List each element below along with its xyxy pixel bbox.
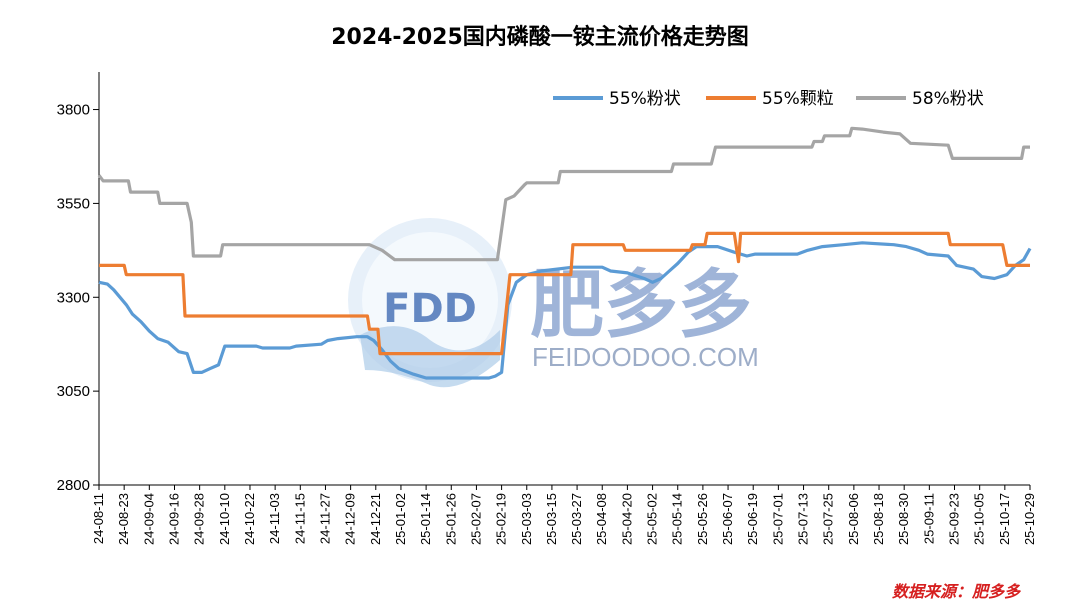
x-tick-label: 25-05-26 — [695, 493, 710, 545]
x-tick-label: 25-04-20 — [619, 493, 634, 545]
x-tick-label: 24-09-04 — [141, 493, 156, 545]
series-line-1 — [98, 241, 1032, 380]
watermark-logo-wave — [360, 326, 500, 388]
y-tick-label: 2800 — [57, 477, 90, 494]
x-tick-label: 25-07-01 — [770, 493, 785, 545]
watermark-url: FEIDOODOO.COM — [532, 342, 759, 372]
legend: 55%粉状 55%颗粒 58%粉状 — [553, 89, 984, 109]
x-tick-label: 24-08-11 — [91, 493, 106, 544]
x-tick-label: 24-10-22 — [242, 493, 257, 545]
x-tick-label: 25-10-29 — [1022, 493, 1037, 545]
x-tick-label: 25-02-19 — [494, 493, 509, 545]
x-tick-label: 24-09-28 — [192, 493, 207, 545]
x-tick-label: 25-02-07 — [468, 493, 483, 545]
x-tick-label: 25-01-14 — [418, 493, 433, 545]
x-tick-label: 25-07-25 — [821, 493, 836, 545]
x-tick-label: 24-11-03 — [267, 493, 282, 544]
watermark: FDD 肥多多 FEIDOODOO.COM — [348, 218, 759, 388]
x-tick-label: 24-08-23 — [116, 493, 131, 545]
legend-label-2: 55%颗粒 — [762, 89, 834, 109]
y-tick-label: 3300 — [57, 289, 90, 306]
x-tick-label: 25-09-23 — [947, 493, 962, 545]
x-tick-label: 25-08-30 — [896, 493, 911, 545]
series-line-3 — [97, 126, 1030, 262]
x-tick-label: 25-05-02 — [645, 493, 660, 545]
y-tick-label: 3550 — [57, 195, 90, 212]
x-tick-label: 24-12-21 — [368, 493, 383, 545]
series-line-2 — [99, 231, 1030, 356]
series-lines — [97, 126, 1032, 380]
x-tick-label: 25-06-19 — [745, 493, 760, 545]
x-tick-label: 25-10-17 — [997, 493, 1012, 545]
source-note: 数据来源：肥多多 — [892, 582, 1022, 601]
chart-title: 2024-2025国内磷酸一铵主流价格走势图 — [331, 24, 749, 50]
y-axis: 2800 3050 3300 3550 3800 — [57, 72, 100, 494]
x-tick-label: 25-05-14 — [670, 493, 685, 545]
x-tick-label: 25-08-18 — [871, 493, 886, 545]
x-tick-label: 25-01-02 — [393, 493, 408, 545]
y-tick-label: 3050 — [57, 383, 90, 400]
x-tick-label: 24-09-16 — [166, 493, 181, 545]
x-tick-label: 24-11-15 — [292, 493, 307, 544]
x-tick-label: 25-07-13 — [796, 493, 811, 545]
x-tick-label: 25-04-08 — [594, 493, 609, 545]
x-tick-label: 24-10-10 — [217, 493, 232, 545]
watermark-logo-text: FDD — [383, 286, 477, 332]
x-tick-label: 25-03-15 — [544, 493, 559, 545]
x-tick-label: 25-06-07 — [720, 493, 735, 545]
y-tick-label: 3800 — [57, 102, 90, 119]
x-tick-label: 25-03-27 — [569, 493, 584, 545]
x-tick-label: 24-12-09 — [343, 493, 358, 545]
x-tick-label: 25-01-26 — [443, 493, 458, 545]
legend-label-1: 55%粉状 — [609, 89, 681, 109]
x-axis: 24-08-11 24-08-23 24-09-04 24-09-16 24-09-28… — [91, 484, 1037, 545]
legend-label-3: 58%粉状 — [912, 89, 984, 109]
x-tick-label: 25-08-06 — [846, 493, 861, 545]
x-tick-label: 25-03-03 — [519, 493, 534, 545]
x-tick-label: 25-10-05 — [972, 493, 987, 545]
x-tick-label: 24-11-27 — [317, 493, 332, 544]
x-tick-label: 25-09-11 — [921, 493, 936, 544]
